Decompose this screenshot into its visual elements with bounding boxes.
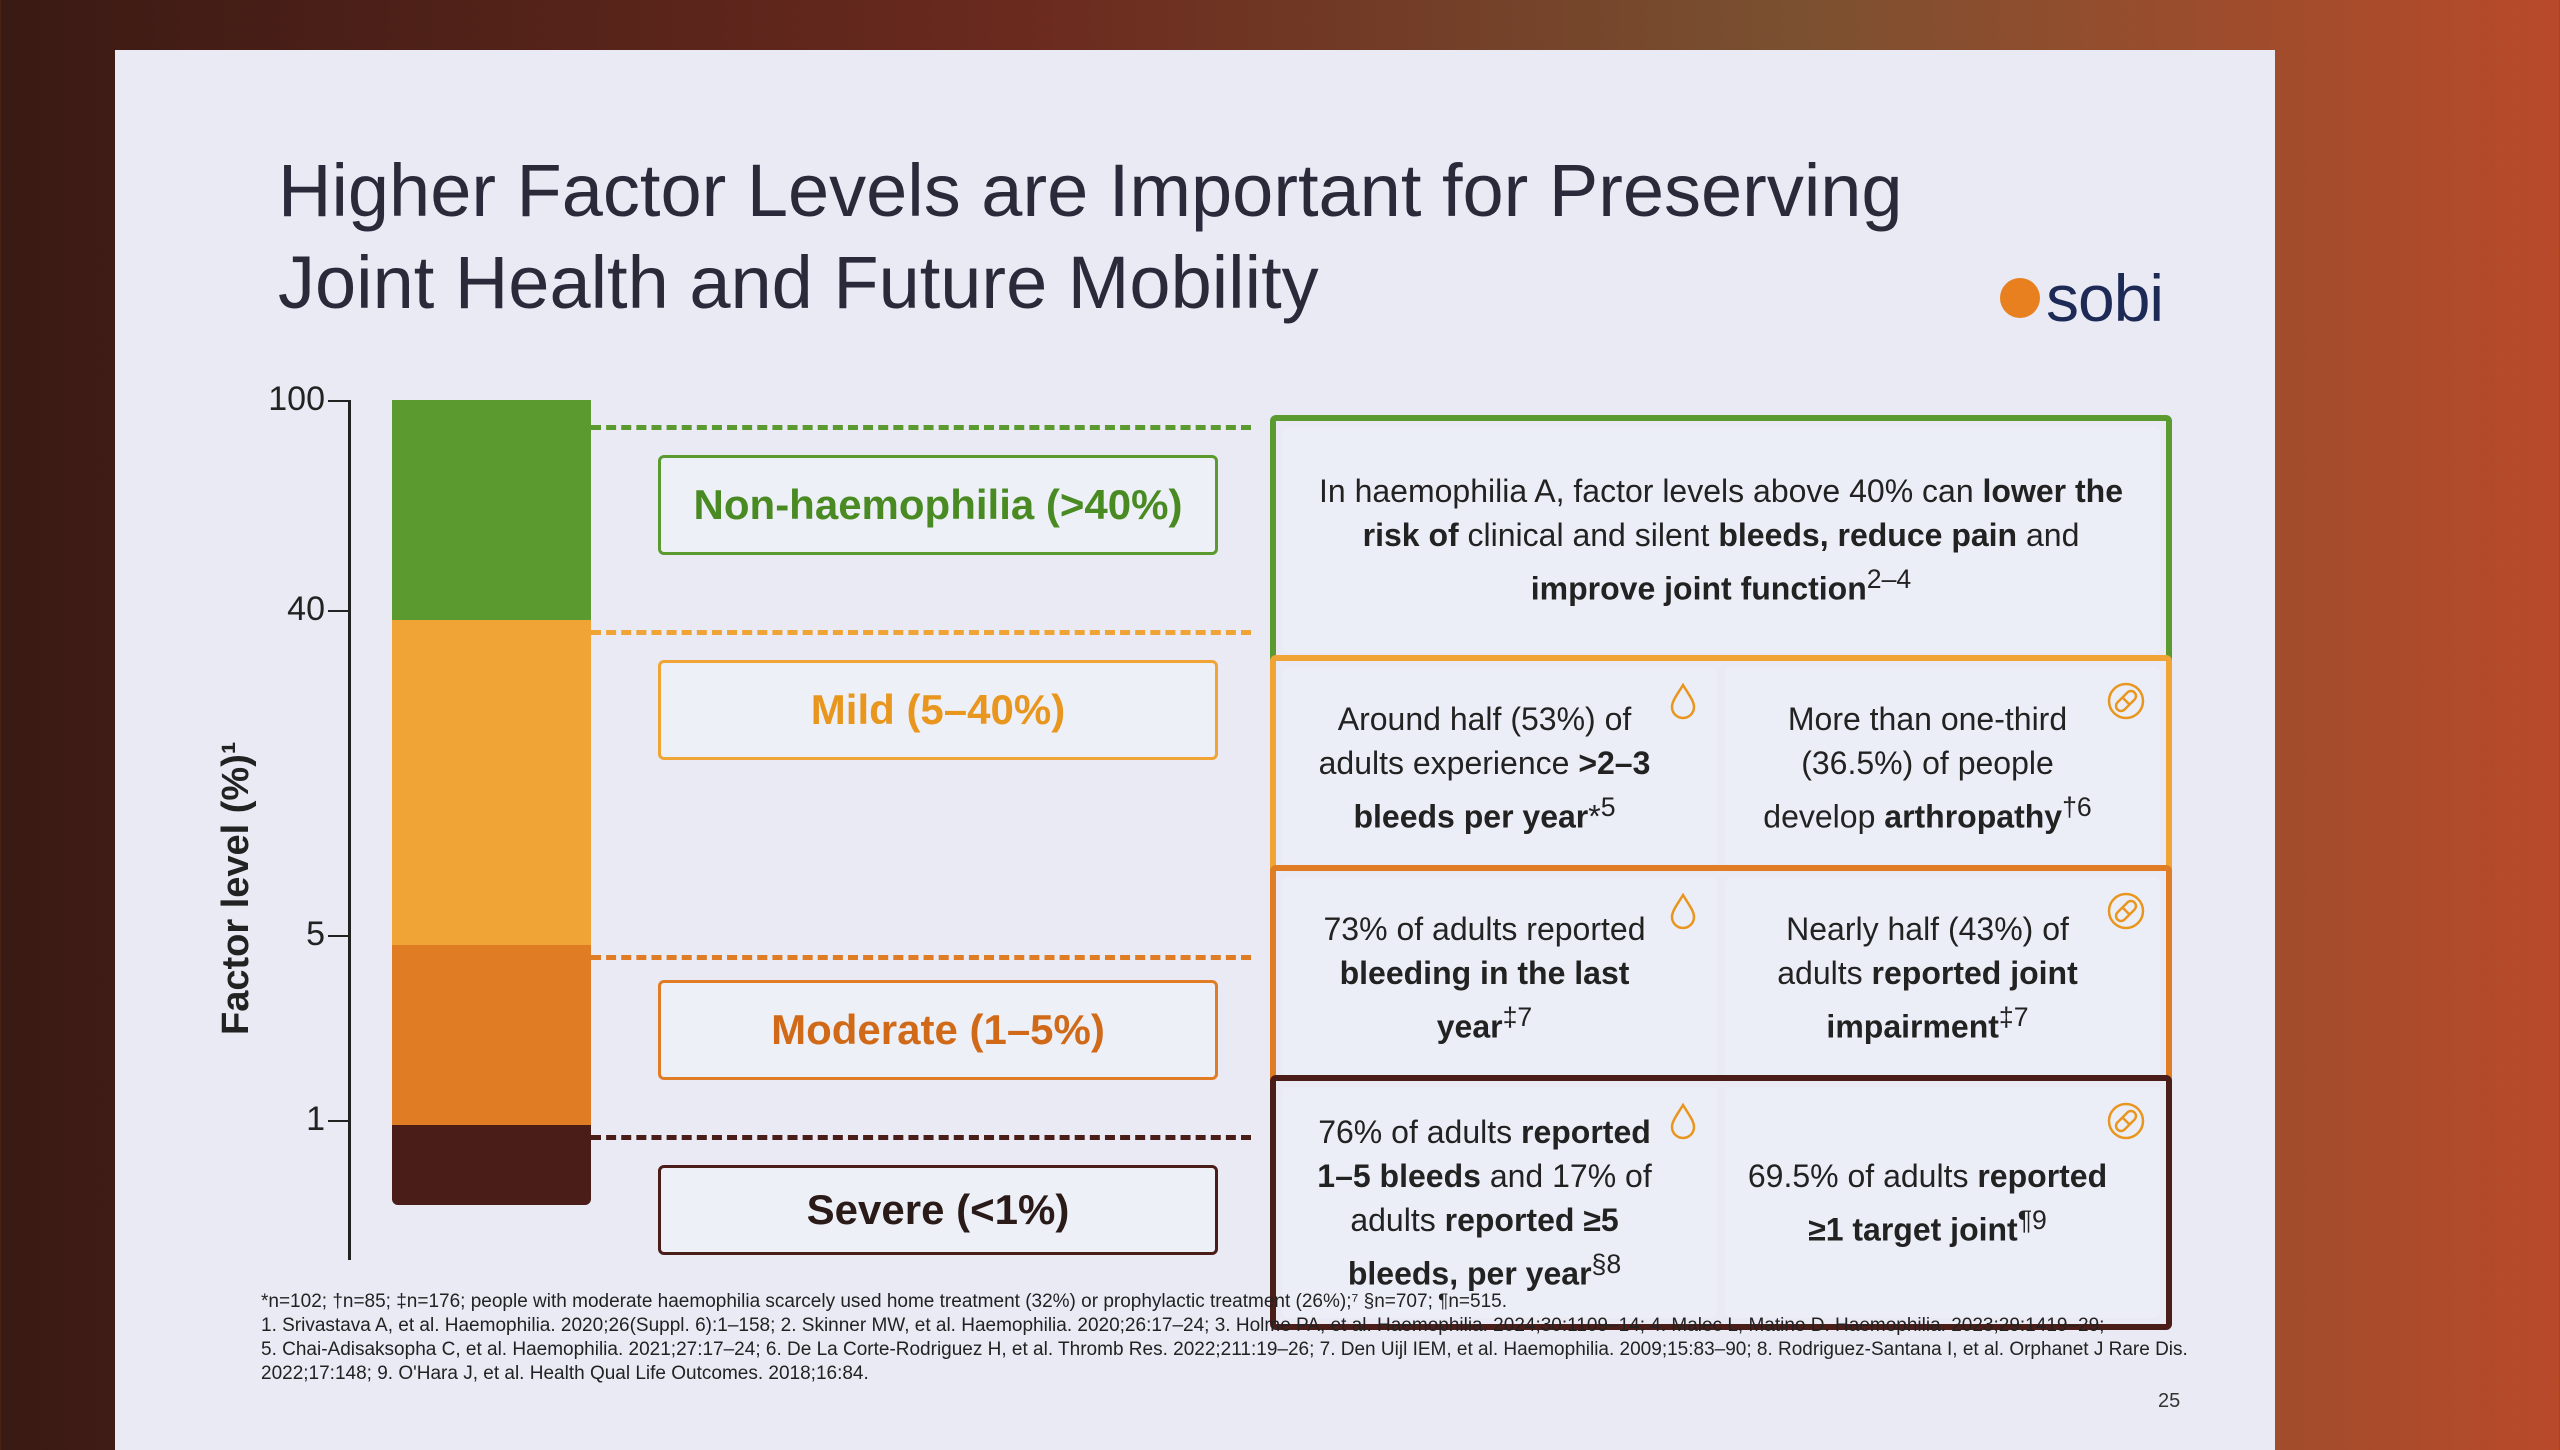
- joint-icon: [2106, 681, 2146, 721]
- y-axis-line: [348, 400, 351, 1260]
- footnote-line: 2022;17:148; 9. O'Hara J, et al. Health …: [261, 1363, 869, 1384]
- tick-40: 40: [287, 590, 325, 628]
- droplet-icon: [1663, 891, 1703, 931]
- info-box-mild: Around half (53%) of adults experience >…: [1270, 655, 2172, 880]
- info-mild-arthropathy: More than one-third (36.5%) of people de…: [1725, 667, 2160, 868]
- label-mild: Mild (5–40%): [658, 660, 1218, 760]
- slide-title: Higher Factor Levels are Important for P…: [278, 149, 1903, 324]
- info-box-severe: 76% of adults reported 1–5 bleeds and 17…: [1270, 1075, 2172, 1330]
- info-severe-bleeds: 76% of adults reported 1–5 bleeds and 17…: [1282, 1087, 1717, 1318]
- footnote-line: 5. Chai-Adisaksopha C, et al. Haemophili…: [261, 1339, 2188, 1360]
- page-number: 25: [2158, 1390, 2181, 1412]
- joint-icon: [2106, 1101, 2146, 1141]
- info-box-non-haemophilia: In haemophilia A, factor levels above 40…: [1270, 415, 2172, 665]
- info-mild-bleeds: Around half (53%) of adults experience >…: [1282, 667, 1717, 868]
- info-moderate-bleeding: 73% of adults reported bleeding in the l…: [1282, 877, 1717, 1078]
- dashed-connector-mild: [591, 630, 1251, 635]
- bar-segment-mild: [392, 620, 591, 945]
- dashed-connector-moderate: [591, 955, 1251, 960]
- info-non: In haemophilia A, factor levels above 40…: [1282, 427, 2160, 653]
- slide: Higher Factor Levels are Important for P…: [115, 50, 2275, 1450]
- bar-segment-moderate: [392, 945, 591, 1125]
- bar-segment-severe: [392, 1125, 591, 1205]
- bar-segment-non-haemophilia: [392, 400, 591, 620]
- dashed-connector-non: [591, 425, 1251, 430]
- footnotes: *n=102; †n=85; ‡n=176; people with moder…: [261, 1290, 2261, 1386]
- tick-100: 100: [268, 380, 325, 418]
- info-box-moderate: 73% of adults reported bleeding in the l…: [1270, 865, 2172, 1090]
- droplet-icon: [1663, 681, 1703, 721]
- y-axis-label: Factor level (%)¹: [215, 741, 257, 1035]
- footnote-line: *n=102; †n=85; ‡n=176; people with moder…: [261, 1291, 1507, 1312]
- droplet-icon: [1663, 1101, 1703, 1141]
- footnote-line: 1. Srivastava A, et al. Haemophilia. 202…: [261, 1315, 2105, 1336]
- label-non-haemophilia: Non-haemophilia (>40%): [658, 455, 1218, 555]
- tick-5: 5: [306, 915, 325, 953]
- label-severe: Severe (<1%): [658, 1165, 1218, 1255]
- dashed-connector-severe: [591, 1135, 1251, 1140]
- joint-icon: [2106, 891, 2146, 931]
- info-moderate-joint: Nearly half (43%) of adults reported joi…: [1725, 877, 2160, 1078]
- sobi-logo: sobi: [2000, 260, 2164, 336]
- tick-1: 1: [306, 1100, 325, 1138]
- info-severe-target-joint: 69.5% of adults reported ≥1 target joint…: [1725, 1087, 2160, 1318]
- label-moderate: Moderate (1–5%): [658, 980, 1218, 1080]
